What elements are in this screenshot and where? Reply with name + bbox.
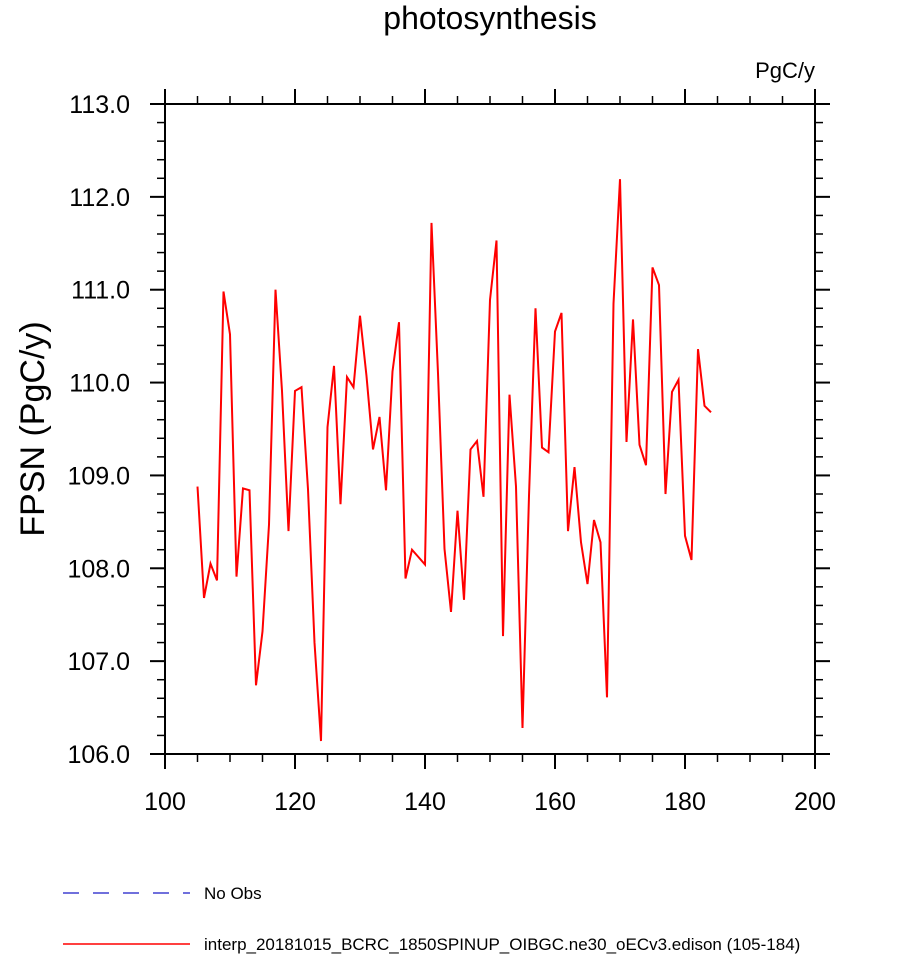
x-tick-label: 200 [794, 788, 836, 816]
x-tick-labels: 100 120 140 160 180 200 [144, 788, 836, 816]
legend: No Obs interp_20181015_BCRC_1850SPINUP_OI… [63, 884, 800, 954]
x-tick-label: 120 [274, 788, 316, 816]
plot-series [196, 179, 712, 742]
y-tick-label: 106.0 [67, 741, 130, 769]
axis-ticks [150, 89, 830, 769]
y-tick-label: 109.0 [67, 462, 130, 490]
x-tick-label: 140 [404, 788, 446, 816]
x-tick-label: 100 [144, 788, 186, 816]
y-tick-label: 111.0 [71, 277, 130, 305]
x-tick-label: 180 [664, 788, 706, 816]
y-tick-label: 110.0 [69, 370, 130, 398]
units-label: PgC/y [755, 58, 815, 83]
chart-title: photosynthesis [383, 0, 596, 36]
y-tick-label: 112.0 [69, 184, 130, 212]
plot-frame [164, 103, 816, 755]
series-line [196, 179, 712, 742]
y-tick-label: 107.0 [67, 648, 130, 676]
x-tick-label: 160 [534, 788, 576, 816]
y-tick-label: 113.0 [69, 91, 130, 119]
y-tick-labels: 106.0 107.0 108.0 109.0 110.0 111.0 112.0 113.0 [67, 91, 130, 769]
legend-label: interp_20181015_BCRC_1850SPINUP_OIBGC.ne… [204, 935, 800, 954]
legend-label: No Obs [204, 884, 262, 903]
y-axis-label: FPSN (PgC/y) [14, 321, 52, 536]
y-tick-label: 108.0 [67, 555, 130, 583]
